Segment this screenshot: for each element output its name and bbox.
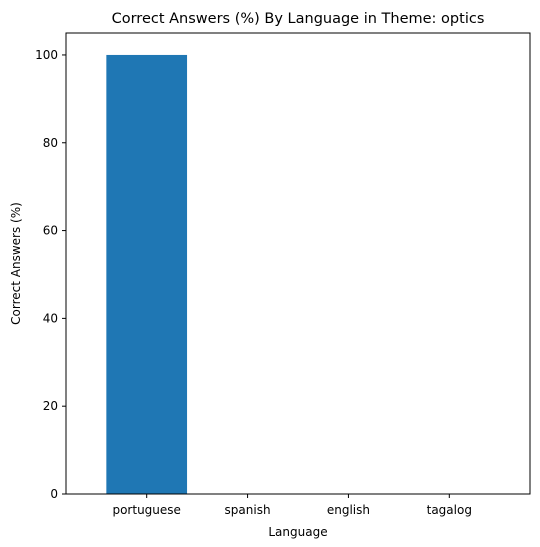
x-axis-ticks: portuguese spanish english tagalog bbox=[112, 494, 472, 517]
x-tick-label: spanish bbox=[225, 503, 271, 517]
x-tick-label: portuguese bbox=[112, 503, 180, 517]
y-tick-label: 100 bbox=[35, 48, 58, 62]
chart-title: Correct Answers (%) By Language in Theme… bbox=[112, 11, 485, 27]
x-tick-label: tagalog bbox=[427, 503, 472, 517]
y-tick-label: 80 bbox=[43, 136, 58, 150]
plot-frame bbox=[65, 32, 531, 495]
y-tick-label: 20 bbox=[43, 399, 58, 413]
bar-portuguese bbox=[106, 54, 188, 494]
x-tick-label: english bbox=[327, 503, 370, 517]
y-tick-label: 40 bbox=[43, 311, 58, 325]
y-tick-label: 60 bbox=[43, 224, 58, 238]
x-axis-label: Language bbox=[268, 525, 327, 539]
y-axis-ticks: 0 20 40 60 80 100 bbox=[35, 48, 66, 501]
bars-group bbox=[106, 54, 188, 494]
y-tick-label: 0 bbox=[50, 487, 58, 501]
y-axis-label: Correct Answers (%) bbox=[9, 202, 23, 325]
